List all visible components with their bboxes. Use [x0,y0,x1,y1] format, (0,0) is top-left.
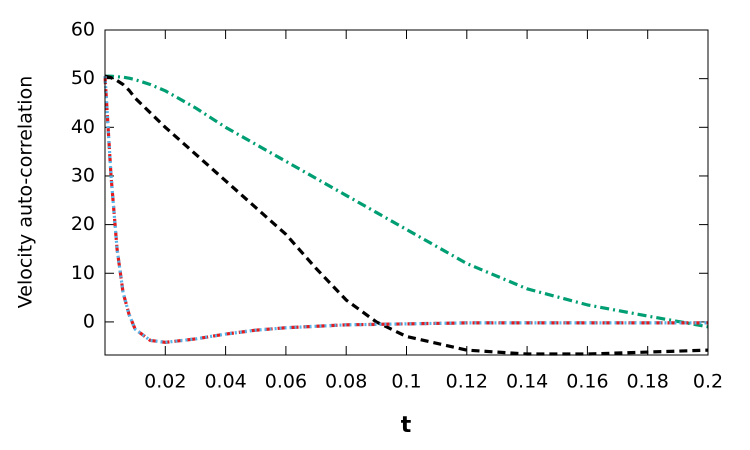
x-tick-label: 0.08 [325,371,367,393]
x-tick-label: 0.12 [446,371,488,393]
x-tick-label: 0.1 [391,371,421,393]
y-tick-label: 40 [71,116,95,138]
x-tick-label: 0.02 [144,371,186,393]
y-tick-label: 60 [71,19,95,41]
x-tick-label: 0.18 [627,371,669,393]
x-axis-label: t [401,413,412,438]
series-line [103,76,708,344]
series-line [103,76,708,344]
x-tick-label: 0.04 [204,371,246,393]
series-line [105,74,709,329]
y-tick-label: 20 [71,213,95,235]
y-tick-label: 0 [83,310,95,332]
series-line [104,74,709,356]
x-tick-label: 0.16 [566,371,608,393]
y-tick-label: 10 [71,262,95,284]
x-tick-label: 0.06 [265,371,307,393]
plot-frame [104,29,709,356]
y-tick-label: 50 [71,67,95,89]
x-tick-label: 0.14 [506,371,548,393]
y-tick-label: 30 [71,164,95,186]
x-tick-label: 0.2 [693,371,723,393]
y-axis-label: Velocity auto-correlation [15,76,37,309]
